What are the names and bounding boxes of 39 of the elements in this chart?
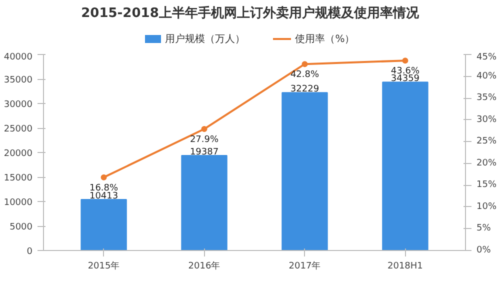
chart-title: 2015-2018上半年手机网上订外卖用户规模及使用率情况 [81,5,419,23]
bar [382,82,428,250]
y-tick-label: 0 [26,247,33,257]
y-tick-label: 5000 [10,222,33,232]
y2-tick-label: 45% [476,52,497,62]
y2-tick-label: 20% [476,158,497,168]
bar [282,92,328,250]
y2-tick-label: 0% [476,246,492,256]
data-label: 42.8% [290,70,320,80]
y2-tick-label: 5% [476,224,492,234]
y2-tick-label: 10% [476,202,497,212]
y-tick-label: 40000 [4,52,33,62]
legend-label: 使用率（%） [295,34,355,45]
bar [80,198,127,250]
y-tick-label: 15000 [4,174,33,184]
x-tick-label: 2018H1 [388,262,423,272]
y2-tick-label: 30% [476,114,497,125]
data-label: 19387 [190,148,219,158]
point [201,126,208,132]
y2-tick-label: 15% [476,180,497,190]
x-tick-label: 2016年 [188,260,220,272]
y2-tick-label: 40% [476,71,497,82]
data-label: 10413 [89,191,118,202]
legend-label: 用户规模（万人） [165,34,246,45]
x-tick-label: 2015年 [88,260,120,272]
data-label: 27.9% [190,134,220,145]
bar [181,155,228,250]
y2-tick-label: 25% [476,136,497,147]
point [100,174,107,180]
y-tick-label: 25000 [4,124,33,134]
x-tick-label: 2017年 [288,260,321,272]
y-tick-label: 20000 [4,149,33,159]
y-tick-label: 10000 [4,198,33,208]
point [302,61,308,68]
point [402,58,408,64]
y-tick-label: 35000 [4,76,33,86]
y2-tick-label: 35% [476,93,497,104]
y-tick-label: 30000 [4,100,33,110]
data-label: 32229 [290,84,320,95]
